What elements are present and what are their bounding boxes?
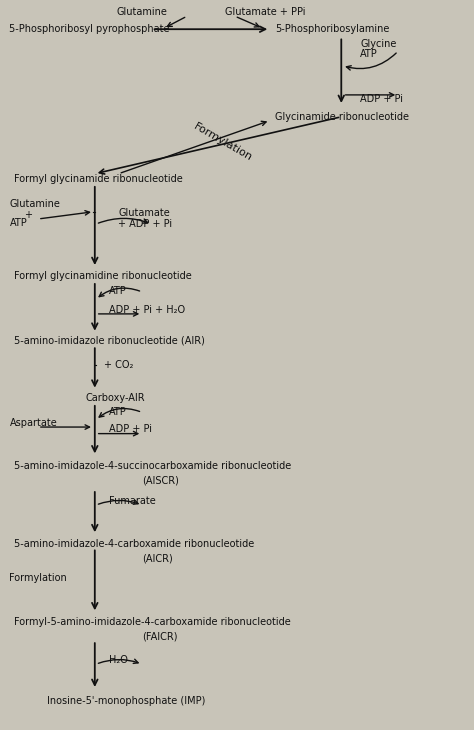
Text: Glutamine: Glutamine bbox=[117, 7, 168, 17]
Text: ADP + Pi: ADP + Pi bbox=[360, 93, 403, 104]
Text: Glutamate + PPi: Glutamate + PPi bbox=[225, 7, 306, 17]
Text: ADP + Pi: ADP + Pi bbox=[109, 424, 152, 434]
Text: Formyl-5-amino-imidazole-4-carboxamide ribonucleotide: Formyl-5-amino-imidazole-4-carboxamide r… bbox=[14, 617, 291, 627]
Text: 5-Phosphoribosylamine: 5-Phosphoribosylamine bbox=[275, 24, 389, 34]
Text: Carboxy-AIR: Carboxy-AIR bbox=[85, 393, 145, 403]
Text: +: + bbox=[24, 210, 32, 220]
Text: 5-amino-imidazole ribonucleotide (AIR): 5-amino-imidazole ribonucleotide (AIR) bbox=[14, 336, 205, 346]
Text: Formyl glycinamide ribonucleotide: Formyl glycinamide ribonucleotide bbox=[14, 174, 183, 184]
Text: Aspartate: Aspartate bbox=[9, 418, 57, 428]
Text: (AICR): (AICR) bbox=[142, 553, 173, 564]
Text: Glutamate: Glutamate bbox=[118, 208, 170, 218]
Text: Formyl glycinamidine ribonucleotide: Formyl glycinamidine ribonucleotide bbox=[14, 271, 192, 281]
Text: Inosine-5'-monophosphate (IMP): Inosine-5'-monophosphate (IMP) bbox=[47, 696, 206, 706]
Text: H₂O: H₂O bbox=[109, 655, 128, 665]
Text: Glycinamide ribonucleotide: Glycinamide ribonucleotide bbox=[275, 112, 409, 122]
Text: (AISCR): (AISCR) bbox=[142, 475, 179, 485]
Text: ATP: ATP bbox=[360, 49, 378, 59]
Text: ATP: ATP bbox=[109, 407, 127, 417]
Text: (FAICR): (FAICR) bbox=[142, 631, 178, 642]
Text: + CO₂: + CO₂ bbox=[104, 360, 134, 370]
Text: Formylation: Formylation bbox=[191, 121, 254, 164]
Text: ADP + Pi + H₂O: ADP + Pi + H₂O bbox=[109, 304, 185, 315]
Text: Formylation: Formylation bbox=[9, 573, 67, 583]
Text: ATP: ATP bbox=[9, 218, 27, 228]
Text: 5-amino-imidazole-4-carboxamide ribonucleotide: 5-amino-imidazole-4-carboxamide ribonucl… bbox=[14, 539, 255, 549]
Text: 5-amino-imidazole-4-succinocarboxamide ribonucleotide: 5-amino-imidazole-4-succinocarboxamide r… bbox=[14, 461, 292, 471]
Text: Glutamine: Glutamine bbox=[9, 199, 60, 210]
Text: Fumarate: Fumarate bbox=[109, 496, 156, 506]
Text: + ADP + Pi: + ADP + Pi bbox=[118, 219, 173, 229]
Text: 5-Phosphoribosyl pyrophosphate: 5-Phosphoribosyl pyrophosphate bbox=[9, 24, 170, 34]
Text: ATP: ATP bbox=[109, 286, 127, 296]
Text: Glycine: Glycine bbox=[360, 39, 397, 49]
